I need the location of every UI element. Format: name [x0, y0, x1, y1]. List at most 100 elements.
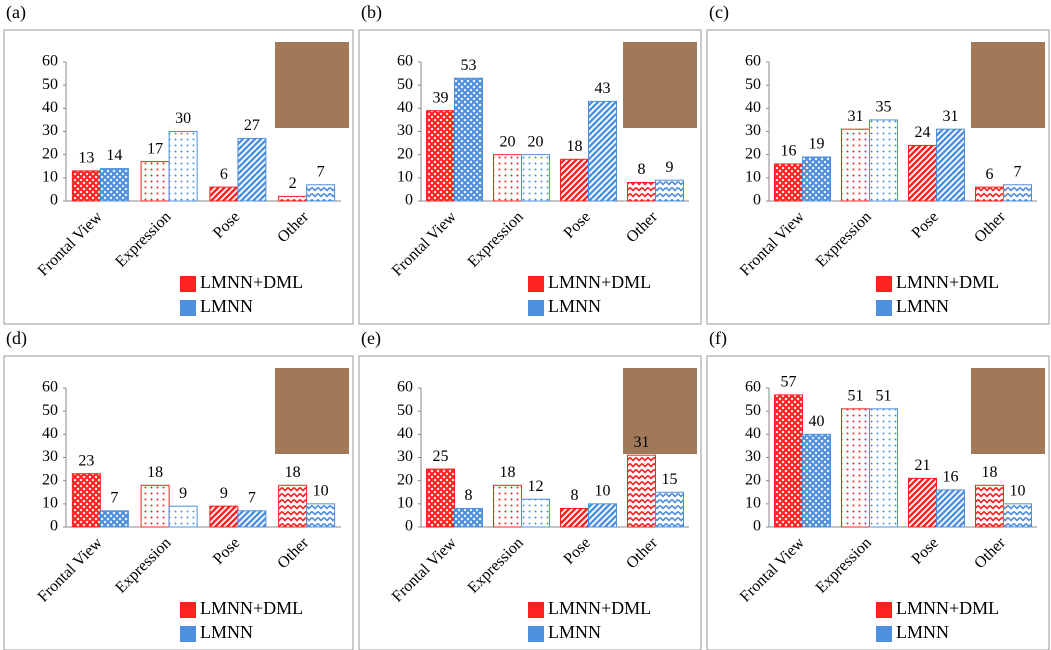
y-tick-label: 20: [397, 145, 413, 162]
value-label: 10: [313, 483, 329, 500]
x-tick-label: Pose: [909, 534, 942, 567]
y-tick-label: 60: [397, 53, 413, 70]
y-tick-label: 0: [753, 192, 761, 209]
y-tick-label: 60: [42, 379, 58, 396]
x-tick-label: Expression: [112, 534, 174, 596]
bar: [656, 492, 684, 527]
bar: [561, 508, 589, 527]
bar: [427, 469, 455, 527]
bar: [561, 159, 589, 201]
bar: [976, 485, 1004, 527]
y-tick-label: 0: [405, 192, 413, 209]
legend-label: LMNN+DML: [548, 272, 651, 292]
bar: [1004, 504, 1032, 527]
y-tick-label: 60: [745, 53, 761, 70]
legend-label: LMNN: [200, 296, 253, 316]
value-label: 9: [220, 485, 228, 502]
bar: [628, 455, 656, 527]
bar: [72, 171, 100, 201]
panel-label: (d): [6, 328, 27, 349]
y-tick-label: 20: [397, 471, 413, 488]
bar: [656, 180, 684, 201]
legend-swatch: [876, 276, 892, 292]
value-label: 43: [595, 80, 611, 97]
face-photo: [971, 368, 1045, 454]
y-tick-label: 40: [42, 425, 58, 442]
y-tick-label: 50: [745, 402, 761, 419]
x-tick-label: Other: [274, 208, 312, 246]
value-label: 6: [986, 166, 994, 183]
bar: [494, 155, 522, 201]
panel-label: (e): [361, 328, 381, 349]
value-label: 57: [781, 374, 797, 391]
value-label: 51: [848, 388, 864, 405]
bar: [937, 129, 965, 201]
y-tick-label: 30: [42, 448, 58, 465]
y-tick-label: 50: [42, 76, 58, 93]
legend-label: LMNN: [548, 296, 601, 316]
value-label: 31: [943, 108, 959, 125]
x-tick-label: Frontal View: [35, 208, 106, 279]
panel-label: (f): [709, 328, 727, 349]
bar: [775, 164, 803, 201]
x-tick-label: Frontal View: [389, 208, 460, 279]
bar: [307, 185, 335, 201]
bar: [210, 506, 238, 527]
y-tick-label: 20: [745, 471, 761, 488]
bar: [455, 508, 483, 527]
value-label: 14: [106, 147, 122, 164]
face-photo: [275, 42, 349, 128]
y-tick-label: 10: [42, 169, 58, 186]
bar: [589, 504, 617, 527]
y-tick-label: 60: [745, 379, 761, 396]
bar: [141, 485, 169, 527]
value-label: 13: [78, 150, 94, 167]
value-label: 7: [317, 163, 325, 180]
value-label: 19: [809, 136, 825, 153]
y-tick-label: 50: [397, 402, 413, 419]
bar: [522, 499, 550, 527]
y-tick-label: 30: [745, 448, 761, 465]
face-photo: [623, 42, 697, 128]
bar: [522, 155, 550, 201]
bar: [870, 409, 898, 527]
x-tick-label: Frontal View: [389, 534, 460, 605]
bar: [976, 187, 1004, 201]
y-tick-label: 30: [745, 122, 761, 139]
value-label: 15: [662, 471, 678, 488]
panel-label: (c): [709, 2, 729, 23]
value-label: 30: [175, 110, 191, 127]
y-tick-label: 60: [397, 379, 413, 396]
x-tick-label: Other: [623, 534, 661, 572]
bar: [100, 169, 128, 201]
value-label: 53: [461, 57, 477, 74]
legend-swatch: [528, 300, 544, 316]
value-label: 7: [110, 489, 118, 506]
value-label: 24: [915, 124, 931, 141]
y-tick-label: 50: [745, 76, 761, 93]
legend-swatch: [180, 300, 196, 316]
y-tick-label: 50: [397, 76, 413, 93]
value-label: 16: [781, 143, 797, 160]
bar: [870, 120, 898, 201]
panel-label: (a): [6, 2, 26, 23]
bar: [842, 129, 870, 201]
bar: [279, 196, 307, 201]
bar: [1004, 185, 1032, 201]
y-tick-label: 20: [42, 471, 58, 488]
legend-label: LMNN+DML: [200, 272, 303, 292]
y-tick-label: 40: [397, 99, 413, 116]
value-label: 9: [666, 159, 674, 176]
x-tick-label: Pose: [210, 534, 243, 567]
bar: [455, 78, 483, 201]
value-label: 51: [876, 388, 892, 405]
y-tick-label: 50: [42, 402, 58, 419]
y-tick-label: 10: [397, 495, 413, 512]
x-tick-label: Frontal View: [737, 208, 808, 279]
legend-label: LMNN+DML: [896, 598, 999, 618]
y-tick-label: 10: [745, 169, 761, 186]
bar: [100, 511, 128, 527]
legend-swatch: [876, 602, 892, 618]
bar: [937, 490, 965, 527]
bar: [803, 157, 831, 201]
